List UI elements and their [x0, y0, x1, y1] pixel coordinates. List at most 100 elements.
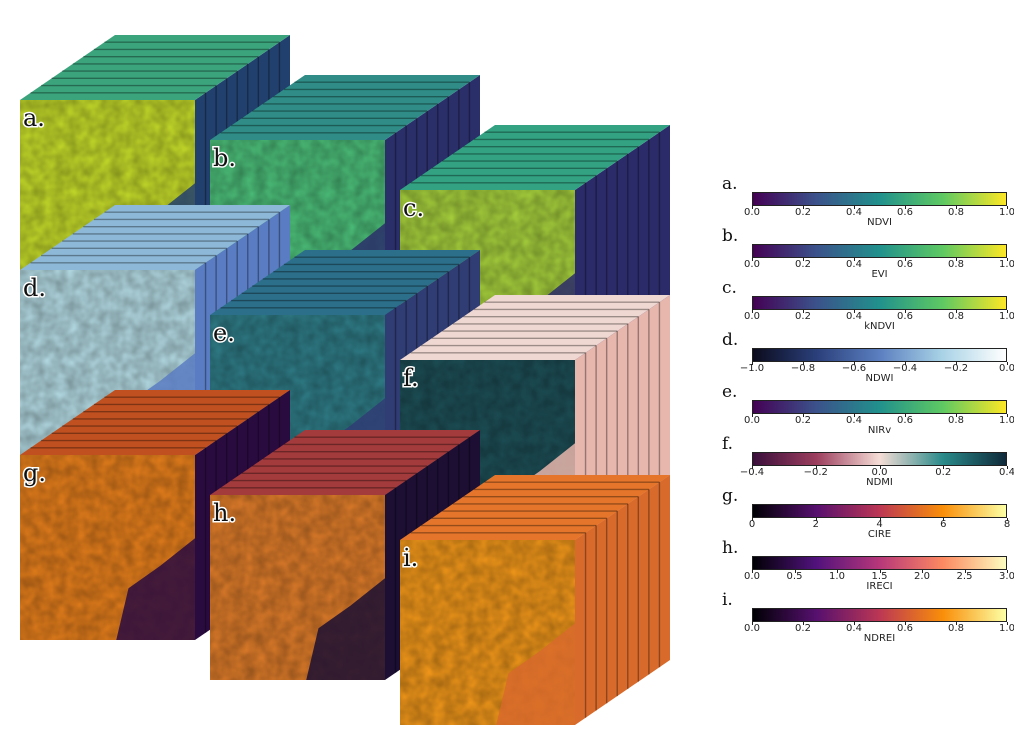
- colorbar-tick-label: 0.6: [897, 311, 913, 322]
- colorbar-tick-label: −0.2: [943, 363, 969, 374]
- colorbar-letter: f.: [722, 434, 734, 454]
- cube-label: a.: [23, 104, 45, 132]
- colorbar-tick-mark: [803, 622, 804, 625]
- colorbar-tick-mark: [803, 362, 804, 365]
- colorbar-tick-mark: [1007, 362, 1008, 365]
- colorbar-tick-label: 1.0: [999, 259, 1014, 270]
- colorbar-tick-label: 2.5: [956, 571, 973, 582]
- colorbar-tick-label: 0.6: [897, 415, 913, 426]
- colorbar-gradient: [752, 348, 1007, 362]
- cube-ndrei: i.: [400, 475, 670, 725]
- colorbar-name: EVI: [871, 269, 888, 280]
- colorbar-tick-label: 0.8: [948, 259, 964, 270]
- colorbar-tick-mark: [1007, 570, 1008, 573]
- colorbar-tick-mark: [854, 362, 855, 365]
- colorbar-tick-label: 6: [940, 519, 947, 530]
- colorbar-tick-label: −0.4: [739, 467, 765, 478]
- colorbar-tick-label: 0.6: [897, 259, 913, 270]
- cube-grid: a. b. c. d. e. f. g. h. i.: [20, 35, 670, 725]
- colorbar-tick-mark: [1007, 258, 1008, 261]
- colorbar-tick-label: −1.0: [739, 363, 765, 374]
- colorbar-tick-mark: [905, 258, 906, 261]
- colorbar-tick-mark: [1007, 310, 1008, 313]
- colorbar-tick-label: 0.0: [744, 207, 760, 218]
- colorbar-tick-label: 1.0: [829, 571, 845, 582]
- colorbar-tick-mark: [803, 310, 804, 313]
- colorbar-tick-label: 0.6: [897, 623, 913, 634]
- colorbar-letter: g.: [722, 486, 739, 506]
- colorbar-letter: h.: [722, 538, 739, 558]
- colorbar-tick-label: 0.2: [935, 467, 952, 478]
- colorbar-tick-label: 0.0: [744, 623, 760, 634]
- colorbar-tick-label: −0.8: [790, 363, 816, 374]
- cube-label: f.: [403, 364, 419, 392]
- colorbar-tick-mark: [752, 518, 753, 521]
- colorbar-tick-mark: [752, 310, 753, 313]
- colorbar-tick-label: 0.0: [744, 259, 760, 270]
- cube-top-face: [20, 390, 290, 455]
- cube-side-face: [575, 475, 670, 725]
- colorbar-tick-mark: [854, 258, 855, 261]
- colorbar-tick-label: 0.5: [786, 571, 803, 582]
- cube-top-face: [210, 430, 480, 495]
- colorbar-tick-mark: [803, 414, 804, 417]
- colorbar-tick-label: 0.4: [846, 623, 862, 634]
- colorbar-tick-label: 0.0: [744, 311, 760, 322]
- colorbar-tick-label: 0.8: [948, 207, 964, 218]
- colorbar-tick-label: 0.2: [795, 415, 811, 426]
- colorbar-name: IRECI: [866, 581, 893, 592]
- colorbar-tick-mark: [943, 466, 945, 469]
- colorbar-tick-mark: [1007, 466, 1008, 469]
- colorbar-tick-mark: [879, 466, 881, 469]
- colorbar-tick-mark: [956, 310, 957, 313]
- colorbar-tick-label: 2: [812, 519, 819, 530]
- colorbar-name: NDVI: [867, 217, 892, 228]
- colorbar-tick-mark: [854, 622, 855, 625]
- cube-top-face: [400, 125, 670, 190]
- colorbar-tick-label: 0.0: [744, 571, 760, 582]
- colorbar-tick-label: 0.4: [846, 311, 862, 322]
- cube-top-face: [210, 75, 480, 140]
- colorbar-tick-mark: [879, 518, 881, 521]
- colorbar-tick-mark: [956, 362, 957, 365]
- colorbar-name: CIRE: [867, 529, 892, 540]
- colorbar-tick-label: 0.4: [999, 467, 1014, 478]
- cube-label: b.: [213, 144, 236, 172]
- colorbar-tick-mark: [956, 414, 957, 417]
- colorbar-tick-label: 2.0: [914, 571, 930, 582]
- colorbar-tick-label: 0.2: [795, 311, 811, 322]
- colorbar-name: NDREI: [863, 633, 896, 644]
- cube-label: e.: [213, 319, 235, 347]
- colorbar-gradient: [752, 244, 1007, 258]
- cube-top-face: [210, 250, 480, 315]
- colorbar-gradient: [752, 400, 1007, 414]
- colorbar-name: kNDVI: [864, 321, 895, 332]
- colorbar-tick-label: 0.2: [795, 259, 811, 270]
- colorbar-gradient: [752, 452, 1007, 466]
- cube-top-face: [20, 205, 290, 270]
- colorbar-tick-mark: [752, 258, 753, 261]
- colorbar-tick-label: 0.4: [846, 259, 862, 270]
- cube-label: i.: [403, 544, 418, 572]
- colorbar-tick-label: −0.4: [892, 363, 918, 374]
- cube-label: g.: [23, 459, 46, 487]
- colorbar-tick-mark: [964, 570, 966, 573]
- colorbar-tick-mark: [752, 414, 753, 417]
- colorbar-tick-mark: [854, 414, 855, 417]
- colorbar-tick-label: 0.0: [744, 415, 760, 426]
- cube-top-face: [20, 35, 290, 100]
- colorbar-tick-label: 8: [1003, 519, 1011, 530]
- colorbar-tick-label: 0.8: [948, 311, 964, 322]
- colorbar-tick-label: 0.4: [846, 415, 862, 426]
- colorbar-tick-mark: [1007, 518, 1008, 521]
- colorbar-tick-mark: [905, 362, 906, 365]
- colorbar-letter: c.: [722, 278, 737, 298]
- colorbar-tick-mark: [1007, 414, 1008, 417]
- colorbar-tick-label: 1.0: [999, 207, 1014, 218]
- colorbar-tick-mark: [794, 570, 796, 573]
- colorbar-tick-label: 1.0: [999, 311, 1014, 322]
- colorbar-tick-label: −0.2: [803, 467, 828, 478]
- colorbar-tick-label: 1.5: [871, 571, 888, 582]
- colorbar-tick-label: 0.2: [795, 623, 811, 634]
